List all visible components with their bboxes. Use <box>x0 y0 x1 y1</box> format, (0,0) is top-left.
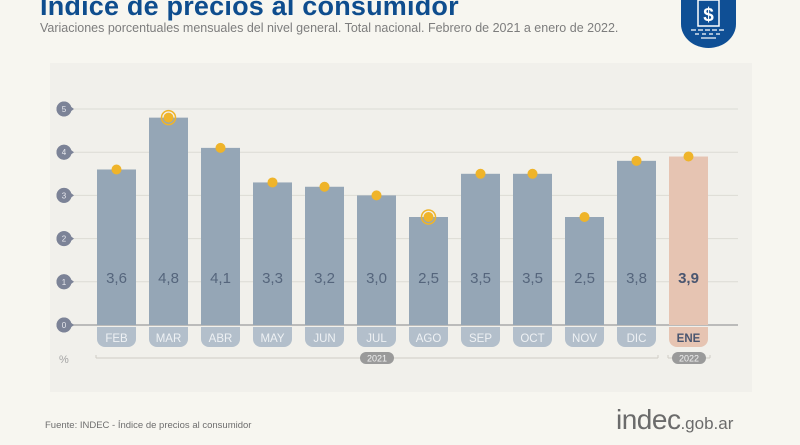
source-note: Fuente: INDEC - Índice de precios al con… <box>45 420 252 431</box>
chart-panel: 0 1 2 3 4 5% FEB 3,6 MAR 4,8 ABR 4,1 MAY 3,3 JUN 3,2 JUL… <box>50 63 752 392</box>
month-tab <box>253 327 292 347</box>
y-tick-label: 1 <box>62 278 67 287</box>
x-tick-label: ENE <box>677 333 701 345</box>
data-label: 3,5 <box>522 270 543 287</box>
month-tab <box>461 327 500 347</box>
x-tick-label: OCT <box>520 333 544 345</box>
y-tick-badge-circle <box>56 274 72 290</box>
bar-abr <box>201 147 240 325</box>
bar-ago <box>409 217 448 325</box>
month-tab <box>513 327 552 347</box>
bar-may <box>253 182 292 325</box>
bar-dic <box>617 160 656 325</box>
bar-oct <box>513 173 552 325</box>
data-label: 3,0 <box>366 270 387 287</box>
bar-mar <box>149 117 188 325</box>
y-axis-unit-label: % <box>59 354 69 366</box>
month-tab <box>617 327 656 347</box>
data-label: 3,3 <box>262 270 283 287</box>
data-marker <box>267 177 278 188</box>
brand-domain: .gob.ar <box>680 414 734 433</box>
x-tick-label: SEP <box>469 333 492 345</box>
x-tick-label: JUN <box>313 333 335 345</box>
marker-ring <box>420 209 437 225</box>
month-tab <box>409 327 448 347</box>
y-tick-badge-circle <box>56 317 72 333</box>
x-tick-label: NOV <box>572 333 597 345</box>
month-tab <box>565 327 604 347</box>
y-tick-badge-circle <box>56 101 72 117</box>
month-tab <box>357 327 396 347</box>
data-label: 3,5 <box>470 270 491 287</box>
bar-jun <box>305 186 344 325</box>
data-label: 3,2 <box>314 270 335 287</box>
svg-text:$: $ <box>703 5 714 26</box>
page-subtitle: Variaciones porcentuales mensuales del n… <box>40 21 619 35</box>
year-label: 2021 <box>367 354 387 364</box>
page-title: Índice de precios al consumidor <box>40 0 459 21</box>
bar-chart: 0 1 2 3 4 5% FEB 3,6 MAR 4,8 ABR 4,1 MAY 3,3 JUN 3,2 JUL… <box>56 101 738 366</box>
x-tick-label: MAR <box>156 333 182 345</box>
data-marker <box>683 151 694 162</box>
x-tick-label: ABR <box>209 333 233 345</box>
x-tick-label: AGO <box>416 333 442 345</box>
x-tick-label: MAY <box>260 333 284 345</box>
x-tick-label: JUL <box>366 333 387 345</box>
month-tab <box>305 327 344 347</box>
bar-nov <box>565 217 604 325</box>
data-label: 3,8 <box>626 270 647 287</box>
month-tab <box>97 327 136 347</box>
month-tab <box>149 327 188 347</box>
y-tick-badge-circle <box>56 231 72 247</box>
data-marker <box>215 142 226 153</box>
y-tick-label: 2 <box>62 235 67 244</box>
data-label: 2,5 <box>574 270 595 287</box>
y-tick-badge-circle <box>56 187 72 203</box>
data-label: 4,8 <box>158 270 179 287</box>
data-marker <box>163 112 174 123</box>
y-tick-label: 4 <box>62 148 67 157</box>
marker-ring <box>160 109 177 126</box>
data-marker <box>423 212 434 222</box>
bar-feb <box>97 169 136 325</box>
bar-jul <box>357 195 396 325</box>
data-label: 2,5 <box>418 270 439 287</box>
data-marker <box>319 181 330 192</box>
bar-ene <box>669 156 708 325</box>
y-tick-label: 5 <box>62 105 67 114</box>
year-label: 2022 <box>679 354 699 364</box>
brand-main: indec <box>616 404 681 435</box>
bar-sep <box>461 173 500 325</box>
data-label: 3,9 <box>678 270 699 287</box>
indec-logo: indec.gob.ar <box>616 404 733 436</box>
y-tick-label: 0 <box>62 321 67 330</box>
data-marker <box>631 155 642 166</box>
data-label: 4,1 <box>210 270 231 287</box>
month-tab <box>201 327 240 347</box>
year-badge <box>360 352 394 364</box>
month-tab <box>669 327 708 347</box>
y-tick-badge-circle <box>56 144 72 160</box>
x-tick-label: DIC <box>627 333 647 345</box>
data-marker <box>527 168 538 179</box>
data-marker <box>475 168 486 179</box>
data-marker <box>111 164 122 175</box>
x-tick-label: FEB <box>105 333 128 345</box>
year-badge <box>672 352 706 364</box>
data-marker <box>579 212 590 222</box>
dollar-document-icon: $ <box>681 0 736 48</box>
y-tick-label: 3 <box>62 191 67 200</box>
data-marker <box>371 190 382 201</box>
data-label: 3,6 <box>106 270 127 287</box>
